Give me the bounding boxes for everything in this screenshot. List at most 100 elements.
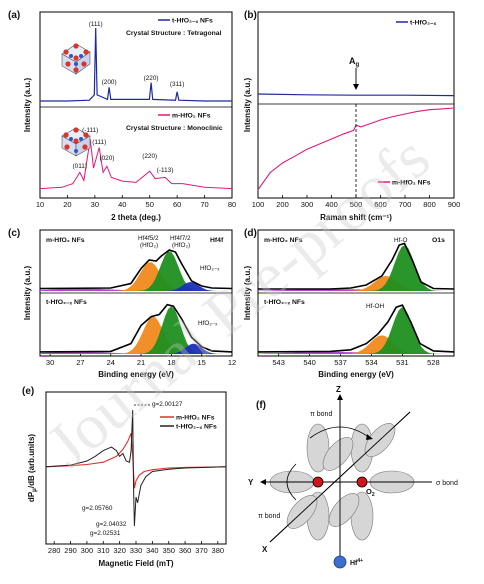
tick-label: 534 (365, 358, 378, 367)
tick-label: 700 (399, 200, 412, 209)
panel-e: (e) dPμ/dB (arb.units) Magnetic Field (m… (22, 386, 227, 568)
panel-c-ann-d: HfO₂₋ₓ (198, 320, 218, 327)
tick-label: 350 (162, 546, 175, 555)
fit-background (40, 288, 232, 291)
panel-b-ag-label: Ag (349, 56, 360, 68)
panel-c-top-right: Hf4f (210, 237, 224, 244)
panel-a-frame (39, 11, 233, 199)
fit-background (40, 351, 232, 354)
z-axis-label: Z (336, 385, 341, 394)
tick-label: 30 (46, 358, 54, 367)
panel-b-top-series (257, 93, 455, 97)
panel-a-ylabel: Intensity (a.u.) (23, 78, 32, 133)
tick-label: 290 (64, 546, 77, 555)
peak-label: (111) (89, 21, 103, 28)
tick-label: 380 (212, 546, 225, 555)
panel-d-top-right: O1s (432, 237, 445, 244)
panel-e-tag: (e) (22, 386, 34, 397)
tick-label: 18 (167, 358, 175, 367)
panel-c-top-series (39, 249, 233, 290)
pi-bond-bottom-arc (286, 463, 297, 501)
panel-d-xlabel: Binding energy (eV) (318, 370, 394, 379)
panel-a-top-series (40, 27, 232, 102)
x-axis-label: X (262, 545, 268, 554)
panel-d-tag: (d) (244, 228, 257, 239)
panel-b: (b) Intensity (a.u.) Raman shift (cm⁻¹) … (243, 10, 460, 222)
panel-d-ann-top: Hf-O (394, 237, 408, 244)
tick-label: 370 (195, 546, 208, 555)
tetragonal-structure-icon (61, 43, 91, 75)
tick-label: 300 (81, 546, 94, 555)
panel-a: (a) Intensity (a.u.) 2 theta (deg.) 10 20… (8, 10, 236, 222)
panel-c-xticks: 30 27 24 21 18 15 12 (46, 353, 236, 367)
pi-bond-top-label: π bond (310, 411, 332, 418)
tick-label: 540 (303, 358, 316, 367)
hf-label: Hf4+ (350, 558, 363, 567)
panel-e-g4: g=2.02531 (90, 530, 121, 537)
panel-c-peak-fits (40, 251, 232, 354)
panel-d-top-sample: m-HfO₂ NFs (264, 237, 303, 244)
hafnium-atom (333, 555, 347, 569)
fit-hf4f72 (40, 306, 232, 354)
panel-a-xlabel: 2 theta (deg.) (111, 213, 161, 222)
panel-a-xticks: 10 20 30 40 50 60 70 80 (36, 195, 236, 209)
o2-label: O2 (366, 487, 375, 498)
panel-a-bottom-legend: m-HfO₂ NFs (172, 113, 211, 120)
peak-label: (011) (73, 163, 87, 170)
panel-f: (f) (248, 385, 458, 569)
fit-hfo2x (40, 282, 232, 291)
oxygen-atom-right (356, 476, 368, 488)
panel-c-ann-b2: (HfO₂) (172, 242, 190, 249)
panel-a-top-structure: Crystal Structure : Tetragonal (126, 30, 222, 37)
tick-label: 900 (448, 200, 461, 209)
panel-d-xticks: 543 540 537 534 531 528 (272, 353, 440, 367)
tick-label: 21 (137, 358, 145, 367)
fit-hf4f72 (40, 251, 232, 291)
fit-hf-o (258, 307, 454, 354)
pi-bond-top-arc (309, 426, 371, 439)
panel-e-legend-red: m-HfO₂ NFs (176, 415, 215, 422)
panel-e-legend-black: t-HfO₂₋ₓ NFs (176, 424, 217, 431)
sigma-bond-label: σ bond (436, 480, 458, 487)
tick-label: 537 (334, 358, 347, 367)
tick-label: 70 (200, 200, 208, 209)
fit-hf-o (258, 245, 454, 291)
tick-label: 15 (198, 358, 206, 367)
panel-b-xlabel: Raman shift (cm⁻¹) (320, 213, 392, 222)
panel-a-peak-labels: (111) (200) (220) (311) (-111) (111) (011) (020… (73, 21, 185, 174)
panel-d-bottom-sample: t-HfO₂₋ₓ NFs (264, 299, 305, 306)
tick-label: 10 (36, 200, 44, 209)
peak-label: (020) (99, 155, 114, 162)
tick-label: 27 (76, 358, 84, 367)
tick-label: 80 (228, 200, 236, 209)
monoclinic-structure-icon (61, 127, 91, 157)
tick-label: 50 (146, 200, 154, 209)
panel-b-tag: (b) (244, 10, 257, 21)
panel-d-bottom-series (257, 304, 455, 353)
panel-b-ylabel: Intensity (a.u.) (243, 78, 252, 133)
panel-d-ann-bottom: Hf-OH (366, 303, 384, 310)
panel-a-top-legend: t-HfO₂₋ₓ NFs (172, 18, 213, 25)
tick-label: 300 (301, 200, 314, 209)
tick-label: 12 (228, 358, 236, 367)
panel-c-ann-a2: (HfO₂) (140, 242, 158, 249)
tick-label: 543 (272, 358, 285, 367)
peak-label: (-113) (157, 167, 174, 174)
pi-bond-bottom-label: π bond (258, 513, 280, 520)
panel-e-g2: g=2.05760 (82, 505, 113, 512)
panel-a-bottom-series (39, 138, 233, 190)
tick-label: 330 (130, 546, 143, 555)
panel-e-black-series (45, 409, 227, 527)
tick-label: 200 (276, 200, 289, 209)
panel-c-ann-c: HfO₂₋ₓ (200, 265, 220, 272)
tick-label: 360 (179, 546, 192, 555)
panel-e-xlabel: Magnetic Field (mT) (98, 559, 173, 568)
panel-c-ann-b1: Hf4f7/2 (170, 235, 191, 242)
lobe-diag-top (322, 437, 354, 471)
panel-c-xlabel: Binding energy (eV) (98, 370, 174, 379)
tick-label: 310 (97, 546, 110, 555)
pi-bond-top-arrowhead (366, 434, 373, 440)
tick-label: 40 (118, 200, 126, 209)
peak-label: (200) (102, 79, 117, 86)
tick-label: 20 (63, 200, 71, 209)
